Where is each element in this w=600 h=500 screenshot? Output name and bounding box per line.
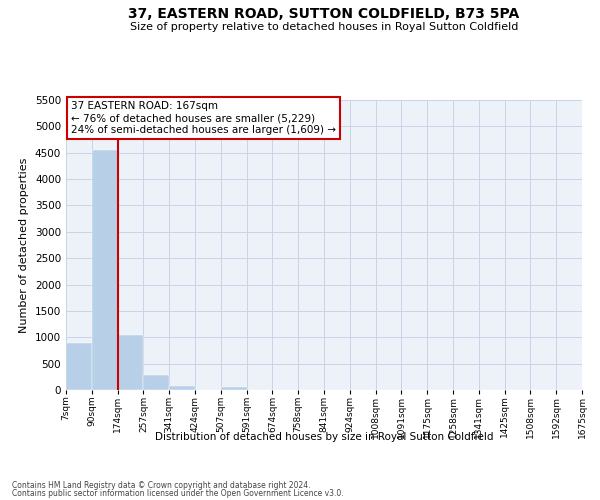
Bar xyxy=(92,150,118,390)
Text: 37 EASTERN ROAD: 167sqm
← 76% of detached houses are smaller (5,229)
24% of semi: 37 EASTERN ROAD: 167sqm ← 76% of detache… xyxy=(71,102,336,134)
Text: Distribution of detached houses by size in Royal Sutton Coldfield: Distribution of detached houses by size … xyxy=(155,432,493,442)
Bar xyxy=(66,342,92,390)
Text: Size of property relative to detached houses in Royal Sutton Coldfield: Size of property relative to detached ho… xyxy=(130,22,518,32)
Text: Contains HM Land Registry data © Crown copyright and database right 2024.: Contains HM Land Registry data © Crown c… xyxy=(12,481,311,490)
Text: Contains public sector information licensed under the Open Government Licence v3: Contains public sector information licen… xyxy=(12,488,344,498)
Text: 37, EASTERN ROAD, SUTTON COLDFIELD, B73 5PA: 37, EASTERN ROAD, SUTTON COLDFIELD, B73 … xyxy=(128,8,520,22)
Bar xyxy=(118,334,143,390)
Bar xyxy=(143,375,169,390)
Bar xyxy=(169,386,195,390)
Y-axis label: Number of detached properties: Number of detached properties xyxy=(19,158,29,332)
Bar xyxy=(221,387,247,390)
